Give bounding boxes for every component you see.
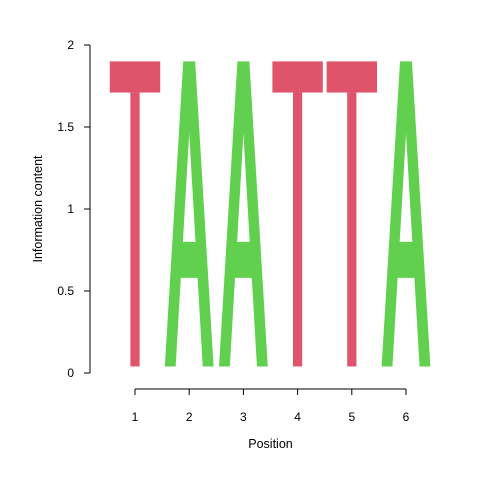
x-axis-title: Position (248, 437, 293, 451)
x-axis: 1 2 3 4 5 6 (132, 388, 410, 424)
y-axis: 0 0.5 1 1.5 2 (57, 38, 91, 380)
glyph-t-crossbar (109, 61, 161, 93)
y-axis-title: Information content (31, 155, 45, 263)
glyph-t-crossbar (326, 61, 378, 93)
glyph-t-crossbar (272, 61, 323, 93)
y-tick-label-2: 1 (67, 202, 74, 216)
glyph-a-crossbar (174, 241, 204, 278)
glyph-a-crossbar (391, 241, 421, 278)
logo-glyphs (109, 61, 431, 367)
x-tick-label-1: 2 (186, 410, 193, 424)
x-tick-label-2: 3 (240, 410, 247, 424)
glyph-t-position-5 (326, 61, 378, 367)
y-tick-label-4: 2 (67, 38, 74, 52)
y-tick-label-1: 0.5 (57, 284, 74, 298)
glyph-a-position-6 (381, 61, 431, 367)
glyph-a-crossbar (228, 241, 259, 278)
y-tick-label-3: 1.5 (57, 120, 74, 134)
glyph-a-body (164, 61, 214, 367)
x-tick-label-0: 1 (132, 410, 139, 424)
glyph-t-stem (130, 92, 140, 367)
glyph-a-body (219, 61, 268, 367)
x-tick-label-5: 6 (403, 410, 410, 424)
glyph-a-body (381, 61, 431, 367)
glyph-a-position-2 (164, 61, 214, 367)
y-tick-label-0: 0 (67, 366, 74, 380)
x-tick-label-3: 4 (294, 410, 301, 424)
glyph-t-stem (347, 92, 357, 367)
x-tick-label-4: 5 (348, 410, 355, 424)
glyph-t-position-1 (109, 61, 161, 367)
glyph-t-position-4 (272, 61, 323, 367)
glyph-t-stem (292, 92, 303, 367)
glyph-a-position-3 (219, 61, 268, 367)
